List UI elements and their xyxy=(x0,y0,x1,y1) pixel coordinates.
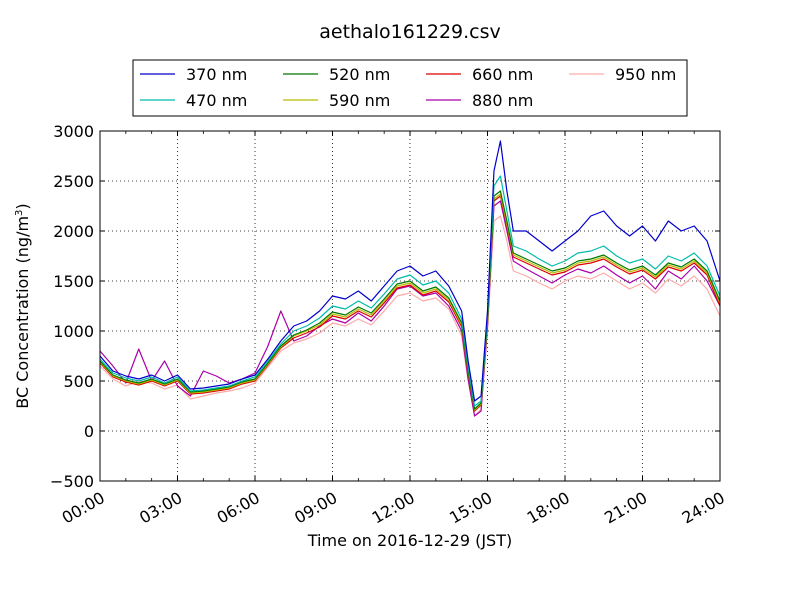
plot-background xyxy=(100,131,720,481)
x-tick-label: 24:00 xyxy=(679,488,728,528)
x-tick-label: 18:00 xyxy=(524,488,573,528)
x-tick-label: 00:00 xyxy=(59,488,108,528)
x-tick-labels: 00:00 03:00 06:00 09:00 12:00 15:00 18:00 21:00… xyxy=(59,488,728,528)
legend-label: 660 nm xyxy=(472,65,533,84)
x-tick-label: 03:00 xyxy=(136,488,185,528)
chart-title: aethalo161229.csv xyxy=(319,21,501,43)
series-line-950-nm xyxy=(99,215,721,417)
legend: 370 nm 470 nm 520 nm 590 nm 660 nm 880 nm 950 … xyxy=(132,59,688,117)
legend-label: 950 nm xyxy=(615,65,676,84)
series-line-880-nm xyxy=(99,200,721,417)
y-tick-label: 500 xyxy=(63,372,94,391)
x-tick-label: 06:00 xyxy=(214,488,263,528)
y-axis-label: BC Concentration (ng/m3) xyxy=(13,203,32,408)
y-tick-label: 2500 xyxy=(53,172,94,191)
y-tick-label: 1000 xyxy=(53,322,94,341)
x-tick-label: 15:00 xyxy=(446,488,495,528)
series-line-470-nm xyxy=(99,175,721,407)
y-tick-label: −500 xyxy=(50,472,94,491)
y-tick-label: 2000 xyxy=(53,222,94,241)
x-tick-label: 21:00 xyxy=(601,488,650,528)
legend-label: 470 nm xyxy=(186,91,247,110)
axis-ticks xyxy=(99,130,721,482)
y-tick-labels: −500 0 500 1000 1500 2000 2500 3000 xyxy=(50,122,94,491)
y-axis-label-main: BC Concentration (ng/m xyxy=(13,216,32,409)
x-tick-label: 12:00 xyxy=(369,488,418,528)
series-line-370-nm xyxy=(99,140,721,402)
y-axis-label-tail: ) xyxy=(13,203,32,209)
legend-label: 370 nm xyxy=(186,65,247,84)
y-tick-label: 1500 xyxy=(53,272,94,291)
series-line-520-nm xyxy=(99,190,721,410)
series-lines xyxy=(99,140,721,417)
legend-label: 520 nm xyxy=(329,65,390,84)
legend-label: 880 nm xyxy=(472,91,533,110)
y-axis-label-sup: 3 xyxy=(14,210,25,216)
plot-area xyxy=(99,130,721,482)
y-tick-label: 0 xyxy=(84,422,94,441)
x-tick-label: 09:00 xyxy=(291,488,340,528)
y-tick-label: 3000 xyxy=(53,122,94,141)
legend-box xyxy=(132,59,688,117)
x-axis-label: Time on 2016-12-29 (JST) xyxy=(307,531,512,550)
series-line-590-nm xyxy=(99,193,721,411)
legend-label: 590 nm xyxy=(329,91,390,110)
series-line-660-nm xyxy=(99,195,721,412)
